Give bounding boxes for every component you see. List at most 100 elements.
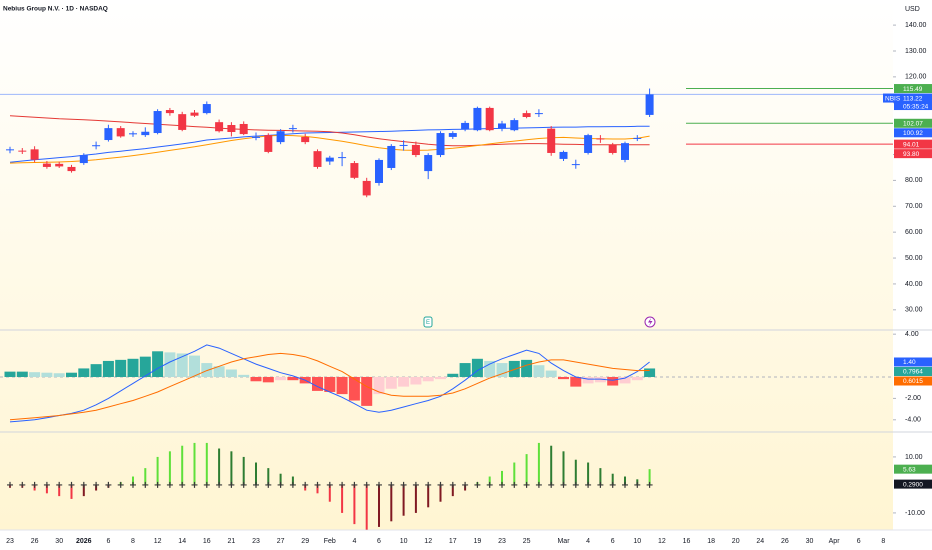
- x-tick-label: 21: [228, 538, 236, 545]
- histogram-bar: [644, 368, 656, 377]
- event-icon[interactable]: [644, 316, 656, 328]
- price-label: 94.01: [903, 141, 920, 148]
- momentum-bar: [365, 484, 368, 530]
- squeeze-cross: [191, 481, 198, 488]
- momentum-bar: [648, 469, 651, 485]
- y-tick-label: 40.00: [905, 281, 923, 288]
- candle-body: [42, 163, 51, 167]
- candle-body: [129, 133, 137, 135]
- candle-body: [55, 163, 64, 167]
- y-tick-label: 30.00: [905, 307, 923, 314]
- momentum-bar: [267, 468, 270, 485]
- histogram-bar: [521, 359, 533, 377]
- price-badge: [894, 102, 932, 111]
- histogram-bar: [238, 374, 250, 377]
- histogram-bar: [213, 366, 225, 377]
- earnings-icon[interactable]: E: [423, 316, 433, 328]
- price-label: 0.7964: [903, 369, 923, 376]
- momentum-bar: [58, 484, 61, 497]
- candle-body: [498, 123, 506, 129]
- indicator-line: [9, 125, 650, 163]
- squeeze-cross: [351, 481, 358, 488]
- squeeze-cross: [388, 481, 395, 488]
- price-badge: [894, 93, 932, 103]
- candle-body: [104, 128, 113, 141]
- x-tick-label: 14: [178, 538, 186, 545]
- x-tick-label: 12: [154, 538, 162, 545]
- y-tick-label: 130.00: [905, 48, 927, 55]
- squeeze-cross: [535, 481, 542, 488]
- candle-body: [79, 155, 88, 164]
- momentum-bar: [488, 476, 491, 485]
- candle-body: [621, 143, 629, 160]
- candle-body: [264, 135, 273, 152]
- histogram-bar: [275, 376, 287, 381]
- candle-body: [153, 111, 162, 134]
- candle-body: [178, 114, 187, 130]
- y-tick-label: 120.00: [905, 74, 927, 81]
- squeeze-cross: [277, 481, 284, 488]
- plot-background: [0, 0, 893, 530]
- histogram-bar: [545, 370, 557, 377]
- momentum-bar: [45, 484, 48, 494]
- histogram-bar: [66, 372, 77, 377]
- candle-body: [534, 113, 543, 115]
- histogram-bar: [262, 376, 274, 383]
- momentum-bar: [402, 484, 405, 516]
- x-tick-label: 2026: [76, 538, 92, 545]
- x-tick-label: 12: [424, 538, 432, 545]
- momentum-bar: [587, 462, 590, 485]
- momentum-bar: [611, 473, 614, 485]
- histogram-bar: [631, 376, 643, 381]
- x-tick-label: 6: [611, 538, 615, 545]
- momentum-bar: [70, 484, 73, 499]
- x-tick-label: 6: [377, 538, 381, 545]
- squeeze-cross: [646, 481, 653, 488]
- candle-body: [399, 144, 408, 146]
- squeeze-cross: [117, 481, 124, 488]
- momentum-bar: [501, 470, 503, 485]
- indicator-line: [9, 352, 650, 421]
- price-label: 93.80: [903, 151, 920, 158]
- squeeze-cross: [597, 481, 604, 488]
- y-tick-label: 80.00: [905, 177, 923, 184]
- squeeze-cross: [142, 481, 149, 488]
- histogram-bar: [410, 376, 422, 385]
- momentum-bar: [390, 484, 393, 522]
- chart-title: Nebius Group N.V. · 1D · NASDAQ: [3, 6, 108, 13]
- momentum-bar: [378, 484, 380, 527]
- squeeze-cross: [166, 481, 173, 488]
- histogram-bar: [570, 376, 582, 387]
- x-tick-label: Feb: [324, 538, 336, 545]
- momentum-bar: [537, 442, 540, 485]
- squeeze-cross: [462, 481, 469, 488]
- histogram-bar: [336, 376, 348, 395]
- squeeze-cross: [265, 481, 272, 488]
- momentum-bar: [291, 476, 294, 485]
- price-badge: [894, 376, 932, 386]
- squeeze-cross: [302, 481, 309, 488]
- squeeze-cross: [622, 481, 628, 488]
- squeeze-cross: [523, 481, 530, 488]
- candle-body: [350, 163, 359, 178]
- momentum-bar: [513, 462, 516, 485]
- currency: USD: [905, 6, 920, 13]
- histogram-bar: [459, 363, 471, 377]
- candle-body: [387, 145, 396, 168]
- candle-body: [252, 136, 260, 138]
- histogram-bar: [484, 360, 496, 377]
- momentum-bar: [624, 476, 626, 485]
- histogram-bar: [361, 376, 373, 406]
- squeeze-cross: [363, 481, 370, 488]
- squeeze-cross: [425, 481, 432, 488]
- x-tick-label: 19: [474, 538, 482, 545]
- x-tick-label: 20: [732, 538, 740, 545]
- x-tick-label: 4: [586, 538, 590, 545]
- histogram-bar: [398, 376, 410, 387]
- candle-body: [92, 145, 101, 147]
- histogram-bar: [164, 352, 176, 377]
- candle-body: [522, 113, 531, 117]
- momentum-bar: [156, 456, 159, 485]
- candle-body: [473, 107, 482, 131]
